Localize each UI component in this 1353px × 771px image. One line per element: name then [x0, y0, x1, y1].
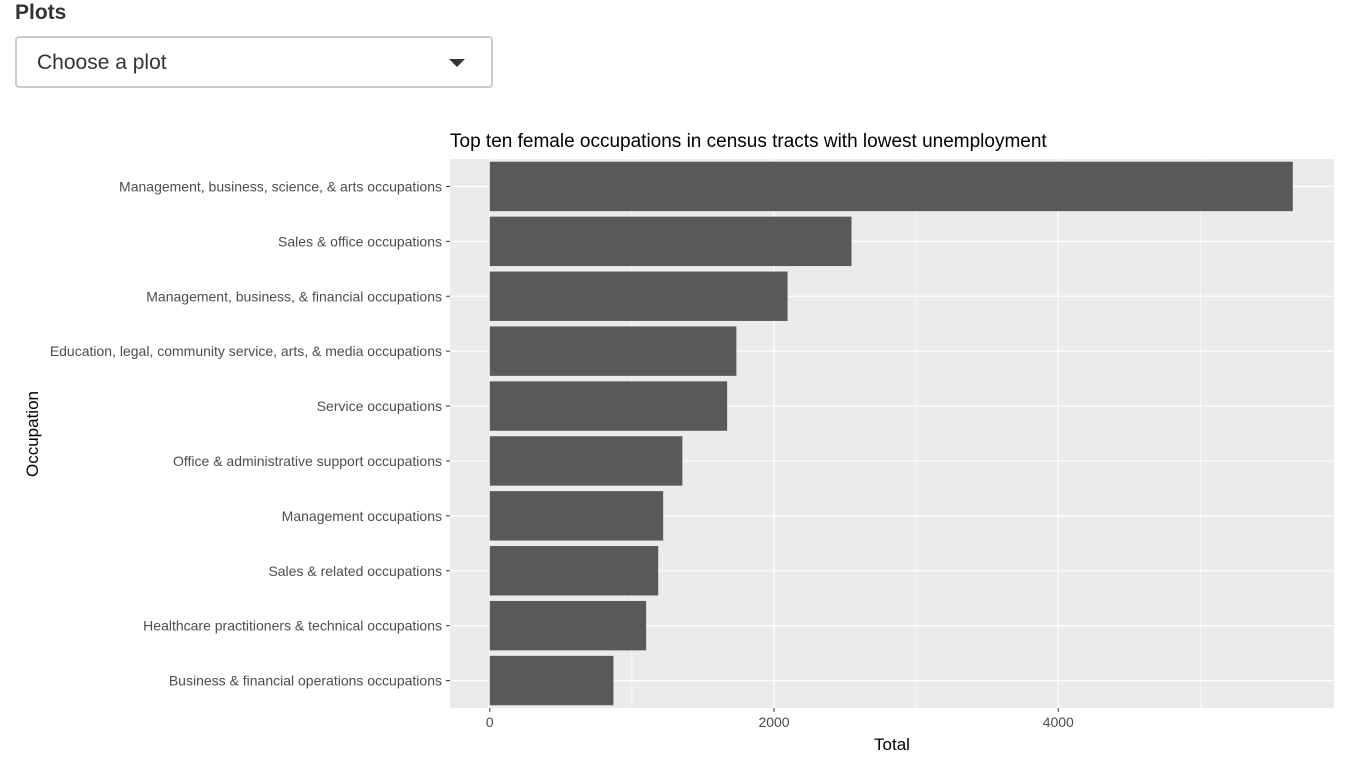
x-axis-tick-label: 2000 — [758, 714, 789, 730]
y-axis-tick-label: Business & financial operations occupati… — [169, 673, 442, 689]
y-axis-tick-label: Healthcare practitioners & technical occ… — [143, 618, 442, 634]
caret-down-icon — [449, 59, 465, 67]
bar — [489, 216, 852, 267]
y-axis-tick-label: Management occupations — [282, 508, 442, 524]
bar — [489, 600, 647, 651]
plot-select-value: Choose a plot — [37, 51, 167, 74]
x-axis-title: Total — [874, 735, 910, 754]
bar — [489, 161, 1293, 212]
x-axis-tick-labels: 0 2000 4000 — [486, 708, 1074, 730]
y-axis-title: Occupation — [23, 391, 42, 477]
bar — [489, 271, 788, 321]
x-axis-tick-label: 0 — [486, 714, 494, 730]
y-axis-tick-label: Office & administrative support occupati… — [173, 453, 442, 469]
bars — [489, 161, 1293, 706]
bar — [489, 491, 664, 541]
plots-section-label: Plots — [15, 1, 67, 24]
y-axis-tick-label: Education, legal, community service, art… — [50, 343, 442, 359]
y-axis-tick-label: Management, business, & financial occupa… — [146, 288, 442, 304]
bar-chart: Top ten female occupations in census tra… — [23, 131, 1334, 754]
bar — [489, 326, 737, 376]
y-axis-tick-label: Sales & related occupations — [268, 563, 442, 579]
plot-select[interactable]: Choose a plot — [15, 36, 493, 88]
x-axis-tick-label: 4000 — [1043, 714, 1074, 730]
bar — [489, 655, 614, 706]
y-axis-tick-label: Management, business, science, & arts oc… — [119, 178, 442, 194]
bar — [489, 546, 659, 596]
y-axis-tick-label: Service occupations — [317, 398, 442, 414]
bar — [489, 436, 683, 486]
y-axis-tick-label: Sales & office occupations — [278, 233, 442, 249]
y-axis-tick-labels: Management, business, science, & arts oc… — [50, 178, 450, 689]
bar — [489, 381, 728, 431]
chart-title: Top ten female occupations in census tra… — [450, 131, 1047, 152]
